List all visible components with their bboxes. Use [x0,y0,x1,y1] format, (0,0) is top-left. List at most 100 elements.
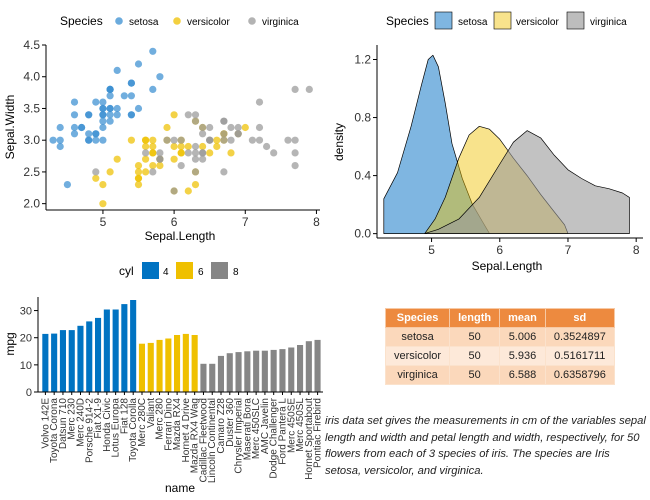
scatter-point-virginica [255,98,264,106]
bar-x-tick-label: Toyota Corolla [128,398,139,462]
bar-legend-key-4 [142,262,159,279]
scatter-point-virginica [170,136,178,144]
bar-28 [288,347,295,392]
bar-23 [244,351,251,392]
bar-legend-label-6: 6 [198,267,204,278]
bar-x-axis-title: name [165,481,195,495]
scatter-point-virginica [177,136,185,144]
scatter-legend-key-virginica [248,17,256,25]
scatter-point-setosa [113,104,121,113]
scatter-point-setosa [85,136,93,144]
scatter-point-setosa [56,142,64,151]
bar-22 [235,352,242,392]
density-legend-key-virginica [566,11,585,30]
scatter-point-versicolor [149,136,157,144]
table-cell: 50 [449,365,501,385]
table-cell: 5.006 [499,327,546,347]
scatter-point-virginica [191,168,200,176]
bar-x-tick-label: Merc 280C [137,398,148,447]
scatter-point-virginica [227,136,235,144]
density-area-virginica [424,130,630,234]
scatter-point-setosa [149,47,157,55]
bar-legend-label-4: 4 [163,267,169,278]
scatter-x-tick-label: 8 [313,215,320,229]
bar-x-tick-label: Hornet Sportabout [304,398,315,480]
scatter-point-versicolor [99,181,107,189]
scatter-point-virginica [170,187,178,195]
scatter-point-versicolor [149,162,157,170]
scatter-point-versicolor [142,142,150,151]
density-y-axis-title: density [332,123,346,161]
bar-17 [191,335,198,392]
density-panel: Species setosa versicolor virginica 5 6 7 8… [332,11,643,273]
scatter-point-virginica [177,162,185,170]
scatter-point-versicolor [127,136,135,144]
bar-21 [226,353,233,392]
scatter-point-virginica [199,155,207,163]
scatter-point-setosa [70,123,79,132]
bar-x-tick-label: Merc 450SE [286,398,297,453]
bar-x-tick-label: Chrysler Imperial [234,398,245,474]
scatter-point-versicolor [170,111,178,119]
bar-14 [165,338,172,392]
scatter-x-tick-label: 7 [242,215,249,229]
scatter-point-versicolor [134,181,143,189]
bar-x-tick-label: Camaro Z28 [216,398,227,454]
scatter-point-versicolor [163,123,171,132]
bar-13 [156,339,163,392]
scatter-point-virginica [220,117,228,125]
scatter-x-tick-label: 6 [171,215,178,229]
bar-x-tick-label: Maserati Bora [242,398,253,461]
scatter-point-setosa [120,92,128,100]
bar-18 [200,363,207,392]
scatter-point-virginica [92,168,100,176]
bar-x-tick-label: Merc 450SLC [251,398,262,459]
bar-x-tick-label: Merc 280 [155,398,166,440]
bar-0 [42,333,49,392]
scatter-point-setosa [70,130,79,138]
scatter-point-virginica [184,149,192,157]
scatter-x-tick-label: 5 [100,215,107,229]
scatter-point-setosa [113,111,121,119]
scatter-point-setosa [99,123,107,132]
table-cell: 0.6358796 [544,365,615,385]
scatter-point-versicolor [149,142,157,151]
bar-7 [103,309,110,392]
bar-legend-title: cyl [119,264,134,278]
bar-x-tick-label: Mazda RX4 [172,398,183,451]
bar-20 [217,355,224,392]
bar-legend-key-8 [211,262,228,279]
density-x-tick-label: 5 [428,243,435,257]
bar-x-tick-label: Porsche 914-2 [84,398,95,463]
bar-x-tick-label: Fiat 128 [119,398,130,435]
bar-y-tick-label: 20 [20,333,32,345]
table-cell: virginica [384,365,451,385]
bar-y-tick-label: 10 [20,360,32,372]
scatter-point-versicolor [142,168,150,176]
scatter-point-virginica [199,123,207,132]
scatter-y-tick-label: 2.0 [23,197,40,211]
scatter-point-virginica [206,136,214,144]
scatter-point-virginica [263,142,271,151]
scatter-point-versicolor [149,149,157,157]
bar-27 [279,349,286,392]
density-areas [383,54,630,234]
density-x-ticks: 5 6 7 8 [428,238,640,257]
scatter-point-versicolor [170,142,178,151]
scatter-point-setosa [134,104,143,113]
scatter-legend-label-versicolor: versicolor [187,17,230,28]
table-row: setosa 50 5.006 0.3524897 [384,327,615,347]
scatter-point-virginica [255,123,264,132]
scatter-point-versicolor [241,123,249,132]
scatter-point-setosa [63,181,71,189]
bar-9 [121,304,128,392]
scatter-point-virginica [270,149,278,157]
table-header-mean: mean [499,308,546,328]
bar-x-tick-label: Toyota Corona [49,398,60,463]
table-header-species: Species [384,308,451,328]
bar-x-tick-label: Lotus Europa [111,398,122,458]
table-header-length: length [449,308,501,328]
table-cell: setosa [384,327,451,347]
bar-x-tick-label: Merc 450SL [295,398,306,452]
